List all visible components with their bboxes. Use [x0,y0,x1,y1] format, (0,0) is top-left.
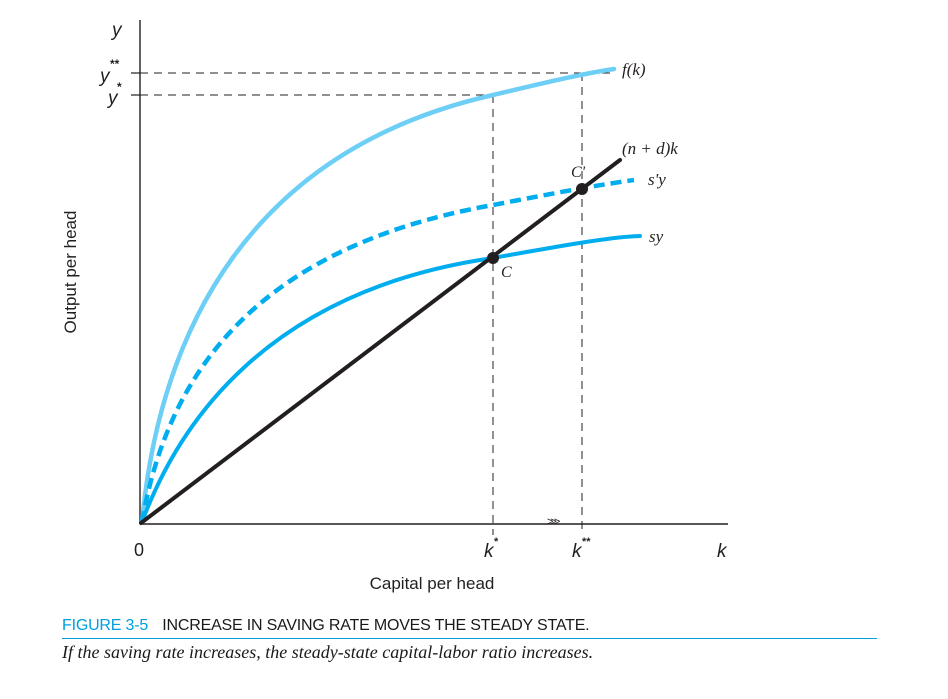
k-star-sup: * [494,536,499,548]
k-star-star-label: k [572,541,583,562]
caption-title-row: FIGURE 3-5 INCREASE IN SAVING RATE MOVES… [62,617,877,639]
y-star-sup: * [117,80,122,94]
sprime-y-curve [139,177,635,523]
arrow-icon: >>> [547,516,560,528]
y-star-star-sup: ** [110,57,120,71]
figure-caption: FIGURE 3-5 INCREASE IN SAVING RATE MOVES… [62,617,877,663]
y-axis-symbol: y [110,20,123,41]
y-axis-title: Output per head [61,211,80,334]
point-c-label: C [501,264,512,281]
point-c-prime [576,183,588,195]
figure-label: FIGURE 3-5 [62,617,149,634]
fk-curve [139,66,617,525]
sprime-y-label: s'y [648,170,666,189]
sy-label: sy [649,227,664,246]
figure-description: If the saving rate increases, the steady… [62,642,594,662]
origin-label: 0 [134,540,144,560]
y-star-star-label: y [98,66,111,87]
x-axis-title: Capital per head [370,574,495,593]
k-star-label: k [484,541,495,562]
ndk-line [139,158,622,525]
point-c-prime-label: C' [571,164,586,181]
k-axis-symbol: k [717,541,728,562]
sy-curve [140,234,642,524]
y-star-label: y [106,88,119,109]
point-c [487,252,499,264]
k-star-star-sup: ** [582,536,591,548]
figure-title: INCREASE IN SAVING RATE MOVES THE STEADY… [162,617,590,634]
ndk-label: (n + d)k [622,139,678,158]
fk-label: f(k) [622,60,646,79]
